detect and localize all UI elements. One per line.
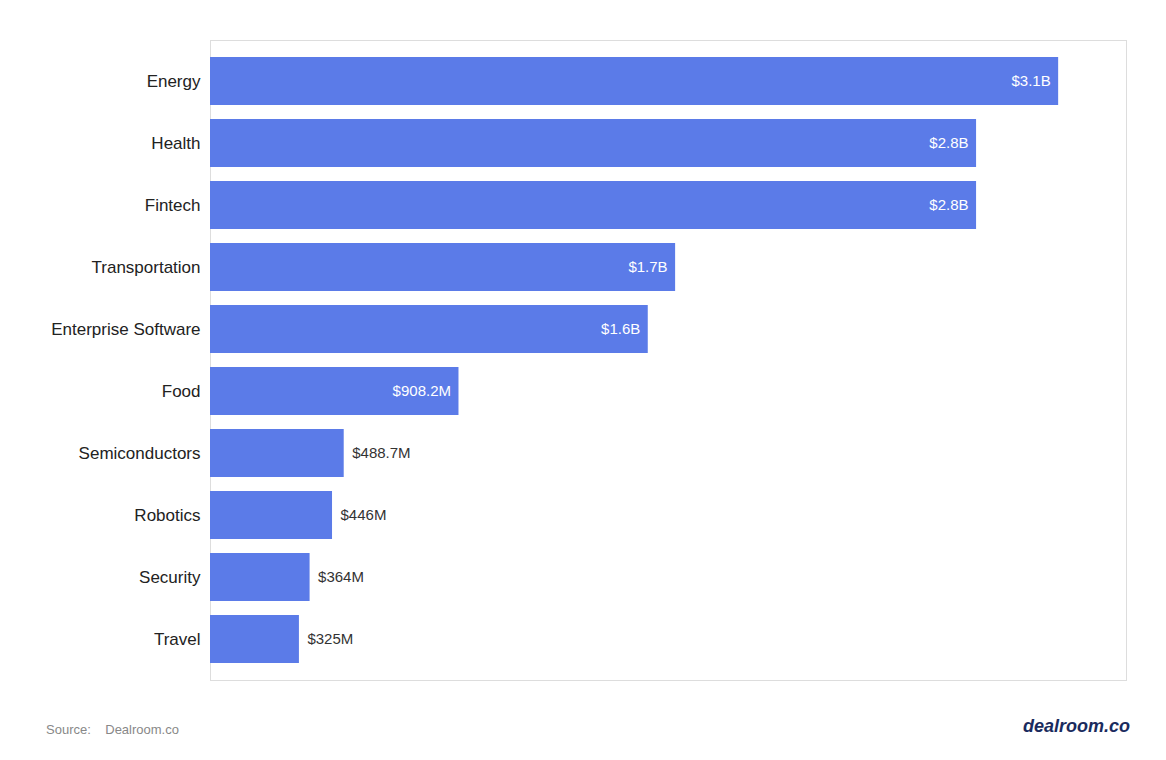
svg-text:Transportation: Transportation [92,258,201,277]
svg-text:Robotics: Robotics [134,506,200,525]
svg-text:Semiconductors: Semiconductors [79,444,201,463]
svg-text:$2.8B: $2.8B [929,196,968,213]
svg-text:$488.7M: $488.7M [352,444,410,461]
svg-text:$3.1B: $3.1B [1011,72,1050,89]
svg-text:Food: Food [162,382,201,401]
svg-text:Travel: Travel [154,630,201,649]
svg-text:$1.7B: $1.7B [628,258,667,275]
svg-text:$446M: $446M [341,506,387,523]
svg-text:Fintech: Fintech [145,196,201,215]
svg-text:Health: Health [151,134,200,153]
html-text:Source: Dealroom.co: Source: Dealroom.co [46,722,179,737]
html-text:dealroom.co: dealroom.co [1023,716,1130,736]
svg-text:Enterprise Software: Enterprise Software [51,320,200,339]
svg-text:$325M: $325M [307,630,353,647]
svg-text:$1.6B: $1.6B [601,320,640,337]
svg-text:$2.8B: $2.8B [929,134,968,151]
svg-text:$908.2M: $908.2M [393,382,451,399]
svg-text:Energy: Energy [147,72,201,91]
svg-text:Security: Security [139,568,201,587]
svg-text:$364M: $364M [318,568,364,585]
